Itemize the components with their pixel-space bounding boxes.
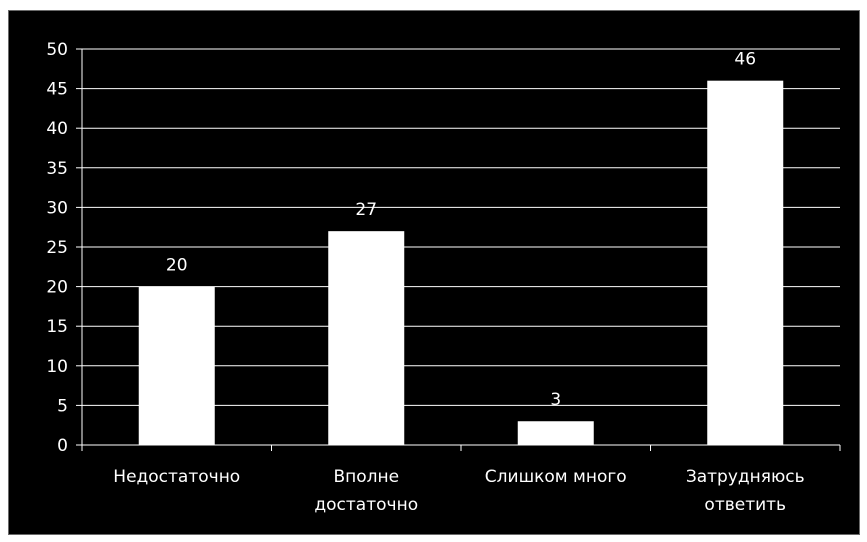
y-tick-label: 15	[46, 317, 68, 337]
data-label: 46	[734, 50, 756, 70]
y-tick-label: 30	[46, 198, 68, 218]
bar	[328, 231, 405, 445]
bar	[707, 80, 784, 446]
category-label: Слишком много	[485, 467, 627, 487]
y-tick-label: 20	[46, 278, 68, 298]
y-tick-label: 5	[57, 396, 68, 416]
y-tick-label: 10	[46, 357, 68, 377]
category-label: Вполне	[333, 467, 399, 487]
data-label: 3	[550, 390, 561, 410]
data-label: 27	[355, 200, 377, 220]
y-tick-label: 25	[46, 238, 68, 258]
category-label: ответить	[704, 495, 786, 515]
bar	[138, 286, 215, 445]
y-tick-label: 45	[46, 80, 68, 100]
category-label: Затрудняюсь	[686, 467, 805, 487]
y-tick-label: 0	[57, 436, 68, 456]
y-tick-label: 40	[46, 119, 68, 139]
category-label: достаточно	[314, 495, 418, 515]
y-tick-label: 35	[46, 159, 68, 179]
data-label: 20	[166, 256, 188, 276]
y-tick-label: 50	[46, 40, 68, 60]
category-label: Недостаточно	[113, 467, 240, 487]
bar	[517, 421, 594, 445]
